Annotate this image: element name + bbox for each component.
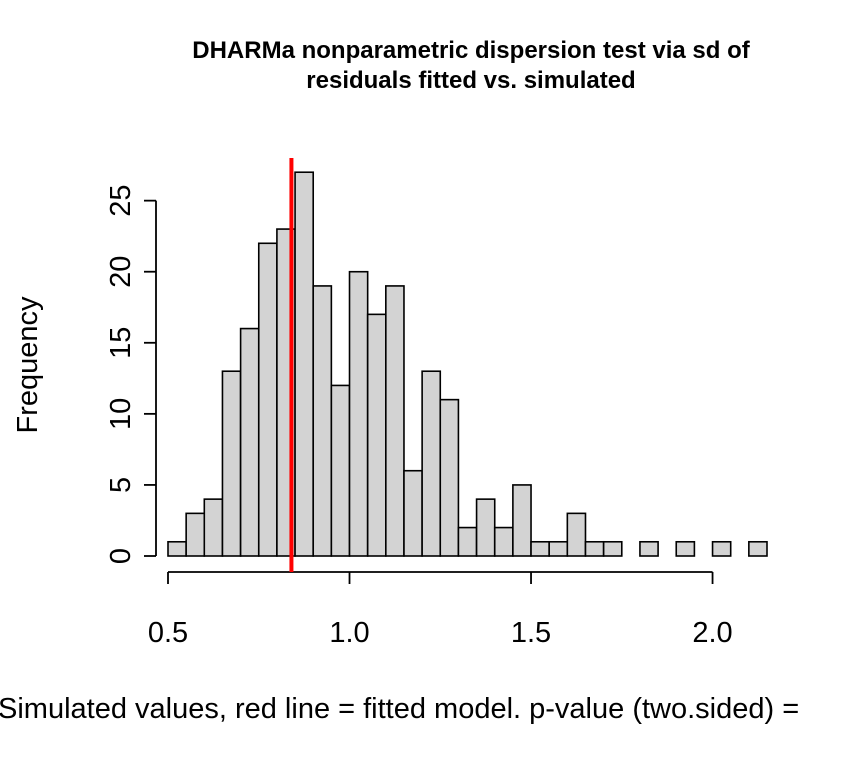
- histogram-bars: [167, 171, 768, 557]
- histogram-bar: [548, 540, 569, 557]
- histogram-bar: [748, 540, 768, 557]
- y-tick-label: 15: [105, 327, 137, 359]
- y-axis-label: Frequency: [12, 296, 44, 434]
- histogram-bar: [294, 171, 315, 557]
- histogram-bar: [530, 540, 550, 557]
- histogram-bar: [602, 540, 623, 557]
- histogram-bar: [584, 540, 605, 557]
- histogram-bar: [167, 540, 187, 557]
- histogram-bar: [475, 498, 496, 557]
- histogram-bar: [566, 512, 587, 557]
- x-tick-label: 1.0: [329, 617, 369, 649]
- histogram-bar: [711, 540, 732, 557]
- y-tick-label: 10: [105, 398, 137, 430]
- histogram-bar: [439, 398, 460, 557]
- histogram-bar: [403, 469, 423, 557]
- x-tick-label: 1.5: [511, 617, 551, 649]
- histogram-bar: [675, 540, 696, 557]
- histogram-bar: [257, 242, 278, 557]
- histogram-bar: [312, 285, 333, 557]
- histogram-bar: [330, 384, 351, 557]
- histogram-bar: [385, 285, 405, 557]
- y-tick-label: 20: [105, 256, 137, 288]
- y-tick-label: 0: [105, 548, 137, 564]
- y-tick-label: 5: [105, 477, 137, 493]
- histogram-bar: [366, 313, 387, 557]
- chart-title-line-2: residuals fitted vs. simulated: [306, 67, 635, 94]
- histogram-bar: [239, 327, 260, 557]
- histogram-bar: [493, 526, 514, 557]
- x-axis-label: Simulated values, red line = fitted mode…: [0, 693, 799, 725]
- chart-title-line-1: DHARMa nonparametric dispersion test via…: [192, 37, 750, 64]
- histogram-bar: [348, 270, 369, 557]
- histogram-bar: [221, 370, 242, 557]
- histogram-bar: [203, 498, 224, 557]
- histogram-bar: [185, 512, 206, 557]
- x-tick-label: 0.5: [148, 617, 188, 649]
- y-tick-label: 25: [105, 185, 137, 217]
- y-axis: 0 5 10 15 20 25: [105, 185, 157, 564]
- x-axis: 0.5 1.0 1.5 2.0: [148, 571, 733, 649]
- histogram-bar: [421, 370, 442, 557]
- histogram-bar: [457, 526, 478, 557]
- x-tick-label: 2.0: [692, 617, 732, 649]
- histogram-bar: [639, 540, 659, 557]
- histogram-bar: [512, 484, 532, 557]
